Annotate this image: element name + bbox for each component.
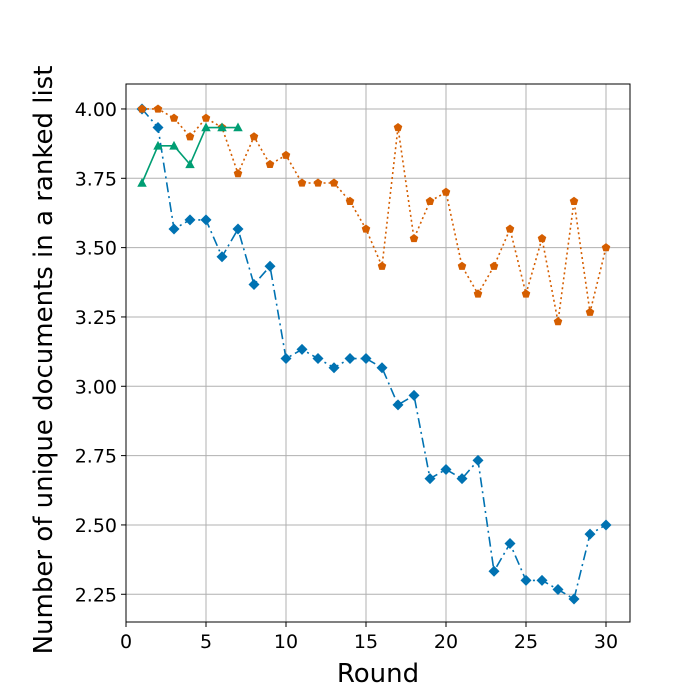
data-point — [536, 574, 548, 586]
data-point — [185, 159, 195, 169]
series-1 — [137, 104, 611, 326]
data-point — [312, 353, 324, 365]
data-point — [456, 473, 468, 485]
y-axis-title: Number of unique documents in a ranked l… — [29, 66, 59, 655]
data-point — [472, 454, 484, 466]
data-point — [601, 243, 611, 252]
data-point — [152, 122, 164, 134]
data-point — [168, 223, 180, 235]
ticks: 0 5 10 15 20 25 30 2.25 2.50 2.75 3.00 3.25 3.50 3.75… — [75, 99, 618, 653]
data-point — [537, 233, 547, 243]
data-point — [440, 463, 452, 475]
data-point — [568, 593, 580, 605]
y-tick-label: 2.75 — [75, 446, 117, 468]
y-tick-label: 2.50 — [75, 515, 117, 537]
x-tick-label: 15 — [354, 631, 378, 653]
data-point — [201, 113, 211, 122]
data-point — [280, 353, 292, 365]
data-point — [409, 233, 419, 243]
data-point — [521, 289, 531, 298]
data-point — [233, 122, 243, 132]
data-point — [361, 224, 371, 233]
data-point — [344, 353, 356, 365]
y-tick-label: 2.25 — [75, 584, 117, 606]
data-point — [488, 565, 500, 577]
series-0 — [136, 103, 612, 605]
x-tick-label: 30 — [594, 631, 618, 653]
data-point — [408, 389, 420, 401]
data-point — [360, 353, 372, 365]
data-point — [553, 317, 563, 326]
data-point — [520, 574, 532, 586]
y-tick-label: 3.00 — [75, 376, 117, 398]
x-tick-label: 20 — [434, 631, 458, 653]
plot-frame — [125, 83, 631, 623]
data-point — [329, 178, 339, 187]
data-point — [328, 362, 340, 374]
data-point — [217, 122, 227, 132]
data-point — [393, 123, 403, 132]
data-point — [552, 584, 564, 596]
data-point — [376, 362, 388, 374]
data-point — [281, 150, 291, 159]
data-point — [489, 261, 499, 270]
data-point — [600, 519, 612, 531]
data-point — [504, 538, 516, 550]
data-point — [265, 159, 275, 169]
data-point — [153, 140, 163, 150]
grid — [125, 84, 630, 622]
data-point — [345, 196, 355, 205]
data-point — [184, 214, 196, 226]
data-point — [264, 260, 276, 272]
data-point — [137, 104, 147, 113]
data-point — [585, 307, 595, 316]
y-tick-label: 3.75 — [75, 168, 117, 190]
data-point — [169, 113, 179, 122]
data-point — [457, 261, 467, 270]
data-point — [473, 289, 483, 298]
x-tick-label: 5 — [200, 631, 212, 653]
data-point — [169, 140, 179, 150]
x-tick-label: 25 — [514, 631, 538, 653]
data-point — [249, 132, 259, 141]
data-point — [216, 251, 228, 263]
y-tick-label: 3.25 — [75, 307, 117, 329]
data-point — [297, 178, 307, 187]
data-point — [505, 224, 515, 233]
data-point — [233, 169, 243, 178]
data-point — [392, 399, 404, 411]
series-line — [141, 108, 607, 601]
data-point — [200, 214, 212, 226]
series-layer — [136, 103, 612, 605]
data-point — [377, 261, 387, 270]
data-point — [569, 196, 579, 205]
data-point — [248, 279, 260, 291]
data-point — [313, 178, 323, 187]
data-point — [201, 122, 211, 132]
data-point — [584, 528, 596, 540]
x-axis-title: Round — [337, 659, 419, 689]
data-point — [441, 187, 451, 196]
data-point — [424, 473, 436, 485]
data-point — [153, 104, 163, 113]
x-tick-label: 10 — [274, 631, 298, 653]
data-point — [137, 178, 147, 187]
y-tick-label: 4.00 — [75, 99, 117, 121]
y-tick-label: 3.50 — [75, 238, 117, 260]
data-point — [185, 132, 195, 141]
data-point — [296, 343, 308, 355]
series-line — [142, 108, 607, 322]
x-tick-label: 0 — [120, 631, 132, 653]
data-point — [425, 196, 435, 205]
data-point — [232, 223, 244, 235]
series-2 — [137, 122, 243, 187]
